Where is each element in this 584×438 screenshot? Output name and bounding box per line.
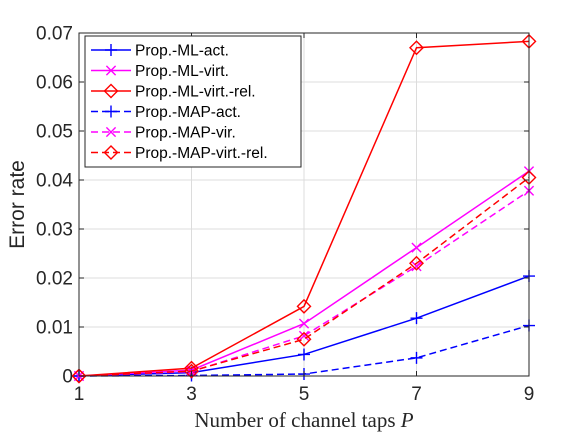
x-tick-label: 5 (299, 384, 310, 405)
legend-entry: Prop.-ML-virt. (91, 63, 229, 80)
y-tick-label: 0 (62, 367, 73, 388)
legend-entry: Prop.-ML-virt.-rel. (91, 84, 256, 101)
y-tick-label: 0.01 (36, 318, 73, 339)
series-line (78, 176, 530, 377)
legend-box (84, 35, 302, 168)
data-point-marker (409, 255, 424, 271)
data-point-marker (71, 368, 87, 384)
legend-marker (105, 44, 117, 56)
legend-entry: Prop.-ML-act. (91, 43, 229, 60)
x-axis-title-text: Number of channel taps (194, 408, 395, 432)
legend-entry: Prop.-MAP-virt.-rel. (91, 145, 268, 162)
x-tick-label: 1 (74, 384, 85, 405)
y-tick-label: 0.06 (36, 73, 73, 94)
legend-entry: Prop.-MAP-vir. (91, 125, 236, 142)
data-point-marker (411, 242, 422, 253)
x-tick-label: 3 (186, 384, 197, 405)
legend-marker (105, 65, 117, 76)
data-point-marker (409, 40, 424, 56)
y-tick-label: 0.02 (36, 269, 73, 290)
data-point-marker (296, 298, 312, 314)
y-tick-label: 0.03 (36, 220, 73, 241)
legend-label: Prop.-ML-virt. (135, 63, 229, 80)
data-point-marker (410, 351, 423, 364)
y-axis-title: Error rate (6, 160, 29, 249)
legend-label: Prop.-ML-act. (135, 43, 229, 60)
data-point-marker (184, 363, 199, 379)
y-tick-label: 0.04 (36, 171, 73, 192)
x-tick-label: 7 (411, 384, 422, 405)
data-point-marker (296, 331, 312, 347)
series-line (78, 40, 530, 377)
data-point-marker (298, 318, 310, 329)
legend-marker (105, 126, 117, 138)
legend-label: Prop.-MAP-vir. (135, 125, 236, 142)
y-tick-label: 0.05 (36, 122, 73, 143)
legend-label: Prop.-MAP-act. (135, 104, 241, 121)
legend-marker (103, 145, 119, 160)
x-axis-title-variable: P (400, 408, 414, 432)
y-tick-label: 0.07 (36, 24, 73, 45)
data-point-marker (298, 348, 310, 361)
series-line (78, 190, 530, 377)
x-axis-title: Number of channel taps P (194, 408, 413, 432)
legend-marker (105, 105, 117, 118)
legend-entry: Prop.-MAP-act. (91, 104, 241, 121)
legend-label: Prop.-ML-virt.-rel. (135, 84, 256, 101)
data-point-marker (298, 330, 310, 341)
legend-label: Prop.-MAP-virt.-rel. (135, 145, 268, 162)
data-point-marker (411, 261, 422, 272)
x-tick-label: 9 (524, 384, 535, 405)
data-point-marker (410, 312, 423, 325)
legend: Prop.-ML-act. Prop.-ML-virt. Prop.-ML-virt… (84, 35, 302, 168)
axis-ticks: 0 0.01 0.02 0.03 0.04 0.05 0.06 0.07 1 3 5 7 9 (36, 24, 534, 406)
legend-marker (103, 83, 119, 99)
